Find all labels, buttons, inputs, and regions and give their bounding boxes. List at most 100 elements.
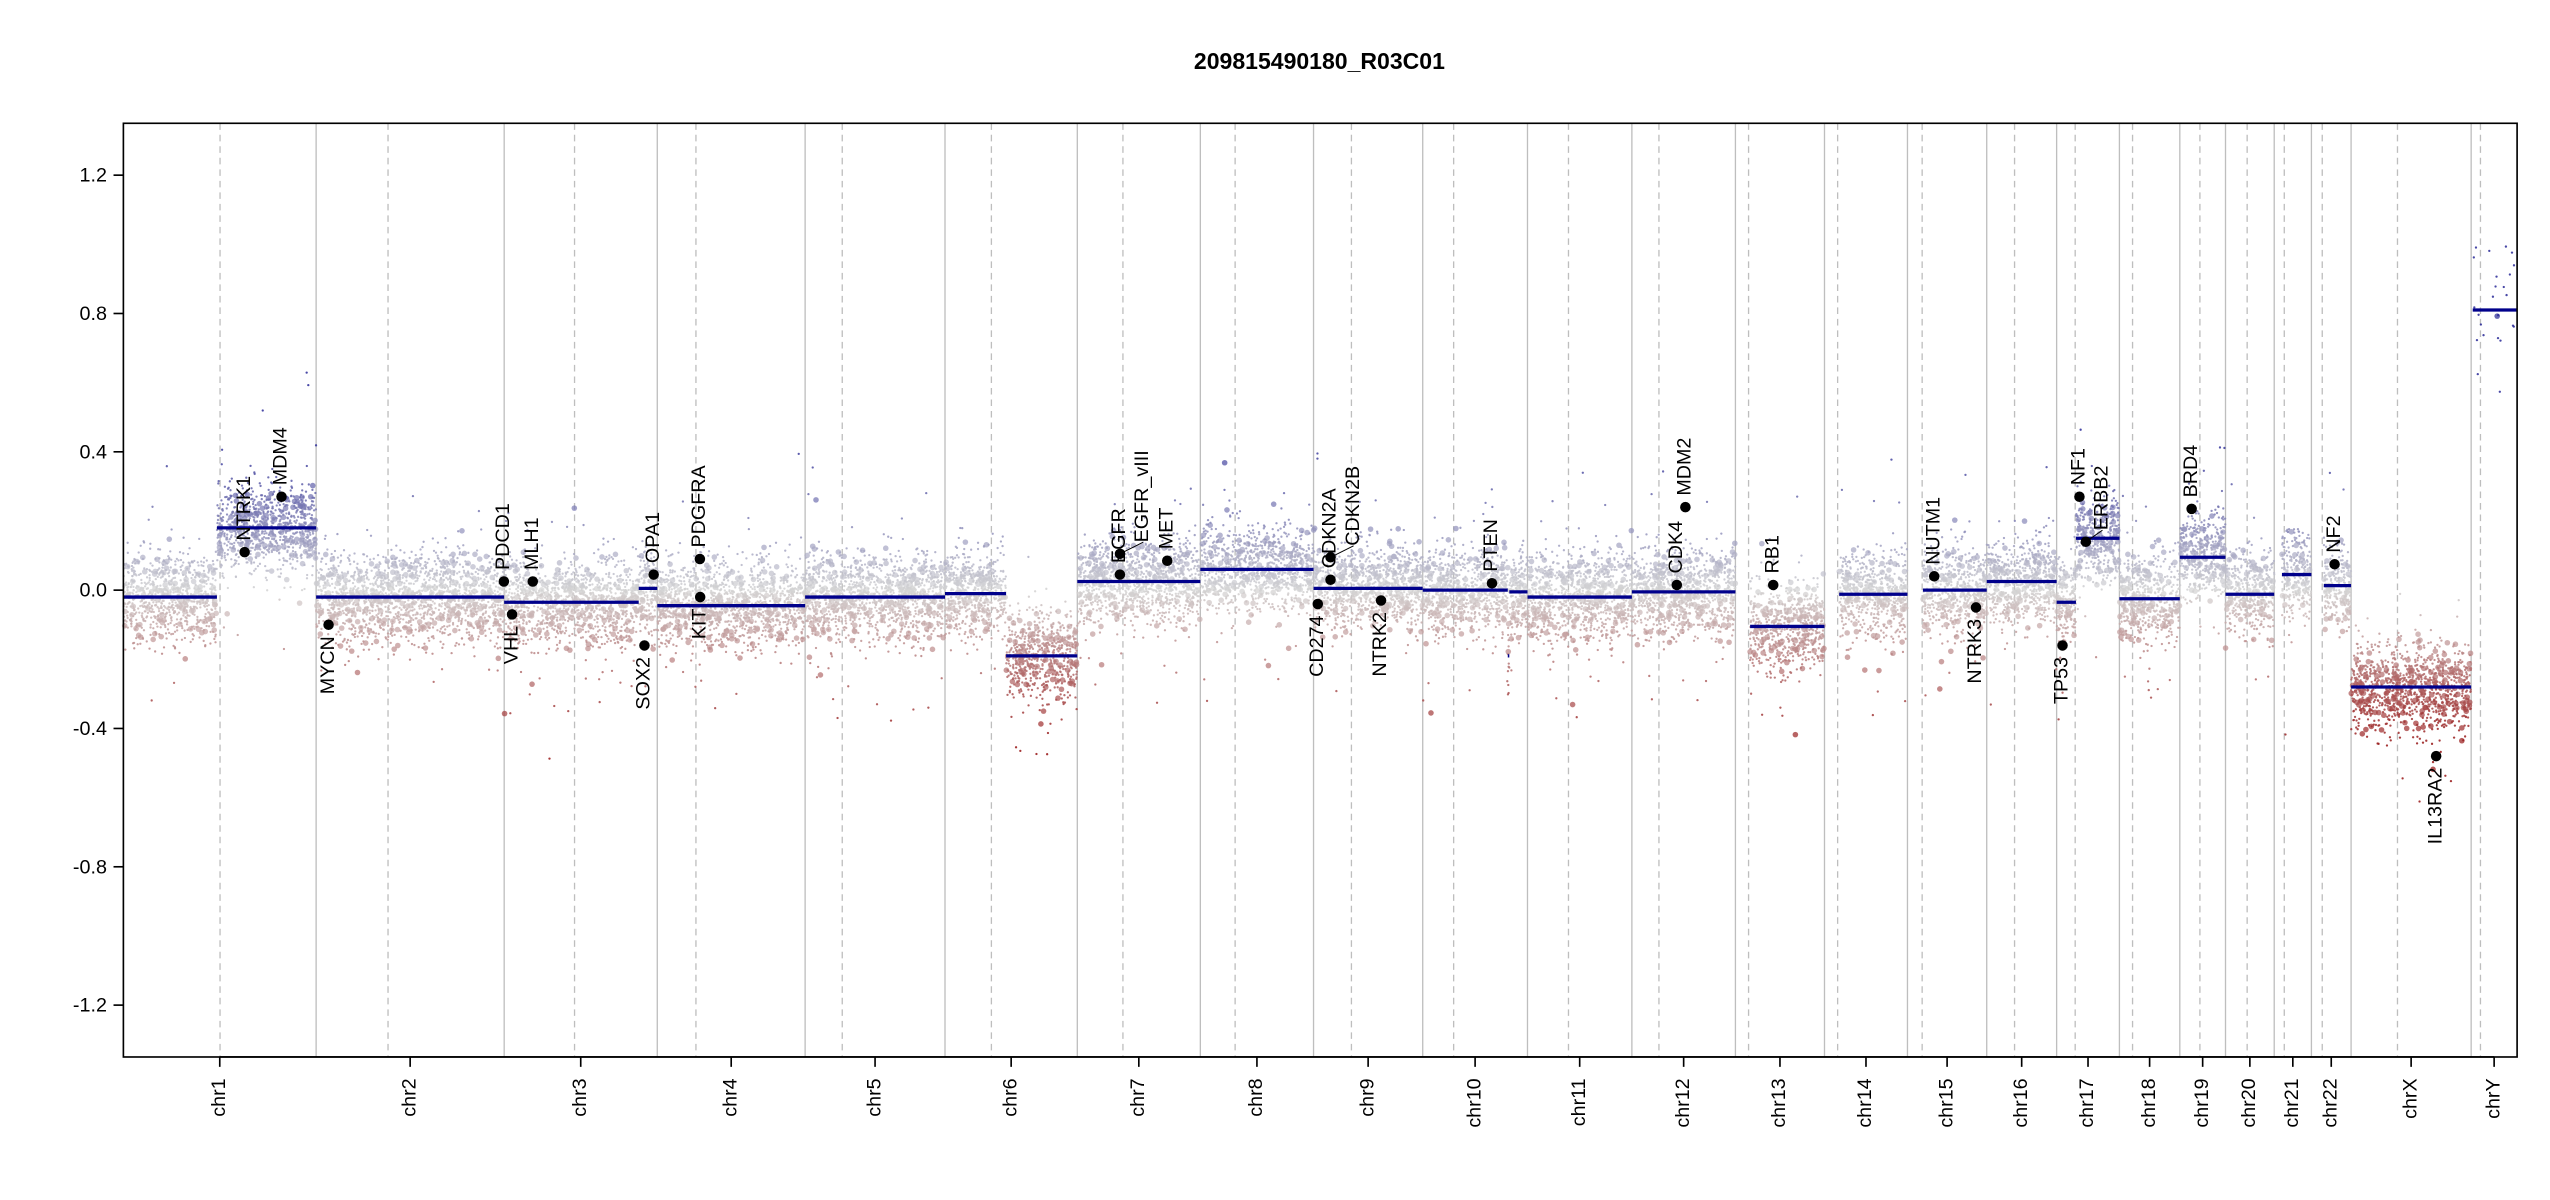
probe-point bbox=[597, 625, 599, 627]
probe-point bbox=[460, 578, 462, 580]
probe-point bbox=[351, 624, 353, 626]
probe-point bbox=[226, 538, 228, 540]
probe-point bbox=[586, 609, 588, 611]
probe-point bbox=[645, 615, 651, 621]
probe-point bbox=[522, 622, 524, 624]
probe-point bbox=[597, 548, 599, 550]
probe-point bbox=[630, 612, 632, 614]
probe-point bbox=[522, 583, 524, 585]
probe-point bbox=[592, 592, 594, 594]
probe-point bbox=[526, 586, 528, 588]
probe-point bbox=[349, 648, 355, 654]
probe-point bbox=[390, 549, 392, 551]
probe-point bbox=[206, 599, 208, 601]
probe-point bbox=[301, 489, 303, 491]
probe-point bbox=[241, 541, 243, 543]
probe-point bbox=[311, 500, 313, 502]
probe-point bbox=[271, 551, 273, 553]
probe-point bbox=[271, 507, 273, 509]
probe-point bbox=[440, 605, 442, 607]
probe-point bbox=[489, 639, 491, 641]
probe-point bbox=[397, 619, 399, 621]
probe-point bbox=[523, 614, 525, 616]
probe-point bbox=[390, 632, 392, 634]
probe-point bbox=[315, 557, 317, 559]
probe-point bbox=[411, 602, 413, 604]
probe-point bbox=[285, 530, 287, 532]
probe-point bbox=[144, 585, 146, 587]
probe-point bbox=[631, 590, 633, 592]
probe-point bbox=[416, 611, 418, 613]
probe-point bbox=[167, 623, 169, 625]
probe-point bbox=[149, 591, 151, 593]
probe-point bbox=[380, 584, 382, 586]
probe-point bbox=[654, 591, 656, 593]
probe-point bbox=[555, 636, 557, 638]
probe-point bbox=[495, 586, 497, 588]
probe-point bbox=[161, 575, 163, 577]
probe-point bbox=[184, 579, 186, 581]
probe-point bbox=[266, 589, 268, 591]
probe-point bbox=[162, 592, 164, 594]
probe-point bbox=[144, 582, 146, 584]
probe-point bbox=[580, 625, 582, 627]
probe-point bbox=[598, 678, 600, 680]
probe-point bbox=[133, 607, 135, 609]
probe-point bbox=[214, 608, 216, 610]
probe-point bbox=[326, 579, 328, 581]
probe-point bbox=[608, 554, 610, 556]
probe-point bbox=[160, 601, 162, 603]
probe-point bbox=[605, 610, 607, 612]
probe-point bbox=[496, 642, 498, 644]
probe-point bbox=[342, 577, 344, 579]
probe-point bbox=[550, 606, 552, 608]
probe-point bbox=[167, 628, 169, 630]
probe-point bbox=[617, 641, 619, 643]
probe-point bbox=[336, 533, 338, 535]
probe-point bbox=[280, 568, 282, 570]
probe-point bbox=[623, 636, 625, 638]
probe-point bbox=[323, 552, 329, 558]
probe-point bbox=[410, 575, 412, 577]
probe-point bbox=[226, 496, 228, 498]
probe-point bbox=[436, 572, 438, 574]
probe-point bbox=[424, 582, 426, 584]
probe-point bbox=[178, 652, 180, 654]
probe-point bbox=[444, 586, 446, 588]
probe-point bbox=[505, 623, 507, 625]
probe-point bbox=[173, 682, 175, 684]
probe-point bbox=[214, 641, 216, 643]
probe-point bbox=[470, 624, 472, 626]
probe-point bbox=[225, 559, 227, 561]
probe-point bbox=[255, 544, 257, 546]
probe-point bbox=[309, 534, 311, 536]
probe-point bbox=[337, 581, 339, 583]
probe-point bbox=[130, 586, 132, 588]
probe-point bbox=[473, 613, 475, 615]
probe-point bbox=[224, 554, 226, 556]
probe-point bbox=[616, 626, 618, 628]
probe-point bbox=[173, 624, 175, 626]
probe-point bbox=[593, 619, 595, 621]
probe-point bbox=[521, 606, 523, 608]
probe-point bbox=[614, 566, 616, 568]
probe-point bbox=[278, 599, 280, 601]
probe-point bbox=[464, 581, 470, 587]
probe-point bbox=[487, 567, 489, 569]
probe-point bbox=[224, 556, 226, 558]
probe-point bbox=[313, 504, 315, 506]
probe-point bbox=[223, 535, 225, 537]
probe-point bbox=[329, 585, 331, 587]
probe-point bbox=[544, 586, 546, 588]
probe-point bbox=[210, 617, 212, 619]
probe-point bbox=[435, 563, 437, 565]
probe-point bbox=[259, 485, 261, 487]
probe-point bbox=[402, 614, 404, 616]
probe-point bbox=[404, 626, 406, 628]
probe-point bbox=[536, 623, 538, 625]
probe-point bbox=[461, 607, 463, 609]
probe-point bbox=[411, 643, 413, 645]
probe-point bbox=[426, 575, 428, 577]
probe-point bbox=[652, 615, 654, 617]
probe-point bbox=[408, 582, 410, 584]
